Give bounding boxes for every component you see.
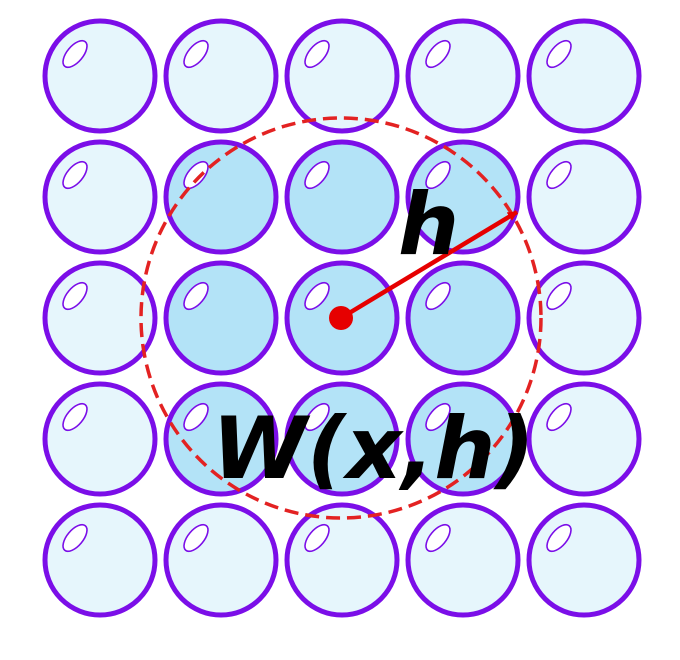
particle-neighbor: [284, 139, 400, 255]
center-particle-point: [329, 306, 353, 330]
particle: [42, 381, 158, 497]
particle-highlight: [183, 523, 209, 553]
particle-highlight: [546, 281, 572, 311]
particle-body: [405, 18, 521, 134]
particle-neighbor: [163, 139, 279, 255]
particle: [405, 502, 521, 618]
particle: [405, 18, 521, 134]
particle: [284, 18, 400, 134]
kernel-function-label: W(x,h): [212, 399, 535, 499]
particle: [526, 18, 642, 134]
particle-body: [42, 381, 158, 497]
particle: [42, 139, 158, 255]
particle-highlight: [62, 39, 88, 69]
particle: [526, 260, 642, 376]
particle-highlight: [62, 160, 88, 190]
kernel-support-circle: [139, 116, 543, 520]
particle-highlight: [304, 160, 330, 190]
particle-highlight: [62, 281, 88, 311]
particle-body: [42, 260, 158, 376]
particle-body: [163, 502, 279, 618]
particle-body: [163, 18, 279, 134]
particle-highlight: [546, 39, 572, 69]
particle-highlight: [546, 402, 572, 432]
particle-highlight: [425, 39, 451, 69]
particle-body: [526, 260, 642, 376]
particle-highlight: [546, 160, 572, 190]
particle-highlight: [304, 523, 330, 553]
particle-highlight: [425, 281, 451, 311]
particle-body: [163, 260, 279, 376]
particle: [163, 18, 279, 134]
particle-grid: [42, 18, 642, 618]
particle-body: [405, 502, 521, 618]
particle-body: [526, 18, 642, 134]
particle-body: [42, 502, 158, 618]
particle-neighbor: [405, 381, 521, 497]
particle-highlight: [62, 523, 88, 553]
particle-body: [284, 18, 400, 134]
particle-neighbor: [163, 260, 279, 376]
particle: [284, 502, 400, 618]
particle-highlight: [183, 160, 209, 190]
particle-neighbor: [405, 139, 521, 255]
particle-body: [284, 502, 400, 618]
particle-highlight: [425, 402, 451, 432]
particle: [526, 381, 642, 497]
particle: [42, 18, 158, 134]
particle-highlight: [62, 402, 88, 432]
particle-body: [526, 381, 642, 497]
particle-body: [526, 502, 642, 618]
particle-highlight: [425, 523, 451, 553]
radius-arrow: [339, 210, 519, 320]
particle-highlight: [183, 402, 209, 432]
particle-highlight: [304, 39, 330, 69]
particle-neighbor: [284, 381, 400, 497]
particle: [163, 502, 279, 618]
particle: [526, 502, 642, 618]
particle-highlight: [425, 160, 451, 190]
particle-highlight: [546, 523, 572, 553]
particle-body: [42, 18, 158, 134]
particle-body: [42, 139, 158, 255]
particle: [42, 502, 158, 618]
particle-highlight: [183, 281, 209, 311]
particle-highlight: [304, 402, 330, 432]
particle-neighbor: [405, 260, 521, 376]
particle-highlight: [183, 39, 209, 69]
particle-body: [284, 139, 400, 255]
particle-highlight: [304, 281, 330, 311]
particle: [526, 139, 642, 255]
particle-neighbor: [163, 381, 279, 497]
smoothing-length-label: h: [398, 175, 459, 275]
particle: [42, 260, 158, 376]
particle-body: [526, 139, 642, 255]
particle-body: [405, 260, 521, 376]
